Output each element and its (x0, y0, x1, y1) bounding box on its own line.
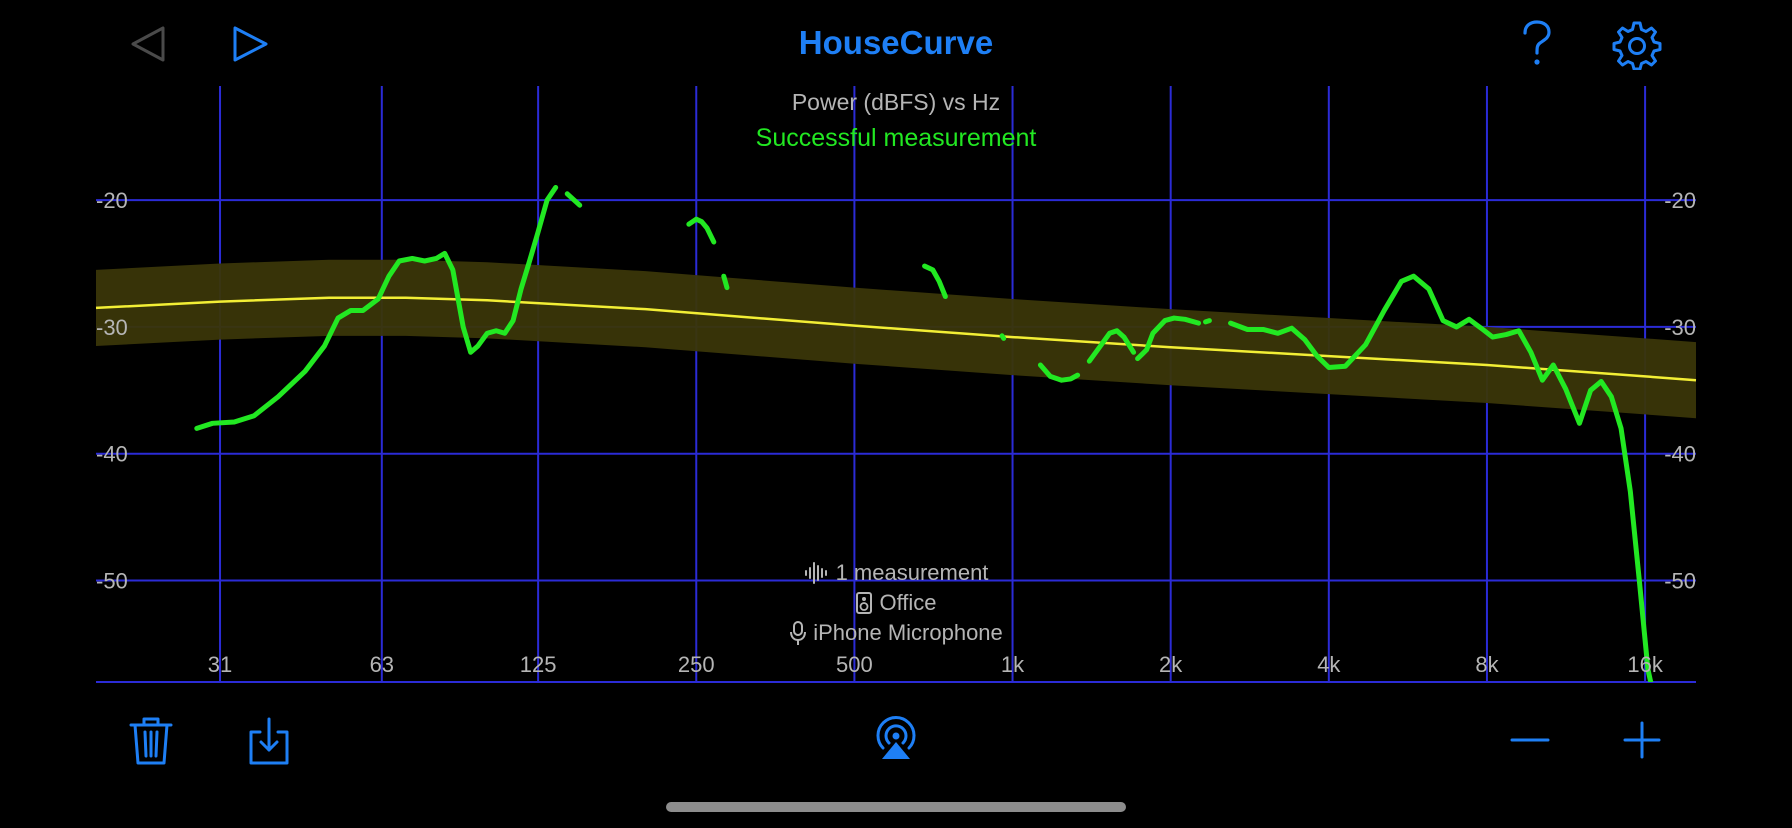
y-tick-label-right: -30 (1664, 315, 1696, 340)
x-tick-label: 125 (520, 652, 557, 677)
measurement-status: Successful measurement (756, 124, 1037, 152)
back-icon[interactable] (128, 24, 168, 64)
measured-response-segment (1135, 315, 1202, 362)
x-tick-label: 16k (1627, 652, 1663, 677)
measurement-count: 1 measurement (0, 558, 1792, 588)
measurement-info: 1 measurement Office iPhone Microphone (0, 558, 1792, 648)
speaker-icon (856, 592, 873, 614)
measured-response-segment (1037, 362, 1081, 383)
measured-response-segment (922, 263, 948, 300)
airplay-icon[interactable] (874, 716, 918, 762)
bottom-toolbar (0, 700, 1792, 790)
measured-response-segment (1228, 273, 1654, 682)
measured-response-segment (564, 191, 583, 208)
x-tick-label: 500 (836, 652, 873, 677)
top-toolbar: HouseCurve (0, 0, 1792, 90)
x-tick-label: 2k (1159, 652, 1183, 677)
y-tick-label-right: -40 (1664, 442, 1696, 467)
x-tick-label: 31 (208, 652, 232, 677)
y-tick-label-left: -30 (96, 315, 128, 340)
room-name: Office (0, 588, 1792, 618)
microphone-label: iPhone Microphone (813, 620, 1003, 645)
target-tolerance-band (96, 259, 1696, 419)
trash-icon[interactable] (128, 716, 174, 766)
x-tick-label: 63 (370, 652, 394, 677)
x-tick-label: 1k (1001, 652, 1025, 677)
export-icon[interactable] (246, 716, 292, 766)
measured-response-segment (1086, 328, 1137, 364)
target-curve-line (95, 296, 1697, 382)
measured-response-segment (1203, 318, 1212, 325)
room-label: Office (879, 590, 937, 615)
measurement-count-label: 1 measurement (835, 560, 989, 585)
measured-response-segment (686, 216, 717, 245)
help-icon[interactable] (1520, 20, 1554, 68)
y-tick-label-left: -20 (96, 188, 128, 213)
microphone-name: iPhone Microphone (0, 618, 1792, 648)
zoom-out-icon[interactable] (1510, 730, 1550, 750)
zoom-in-icon[interactable] (1622, 720, 1662, 760)
frequency-response-chart: 31 63 125 250 500 1k 2k 4k 8k 16k -20 -20 -30 -30 -40 -… (95, 86, 1697, 683)
y-tick-label-right: -20 (1664, 188, 1696, 213)
x-tick-label: 8k (1475, 652, 1499, 677)
measured-response-segment (999, 333, 1007, 341)
x-tick-label: 250 (678, 652, 715, 677)
home-indicator[interactable] (666, 802, 1126, 812)
waveform-icon (804, 562, 827, 584)
settings-icon[interactable] (1612, 20, 1662, 70)
chart-title: Power (dBFS) vs Hz (792, 89, 1000, 115)
y-tick-label-right: -50 (1664, 569, 1696, 594)
app-title: HouseCurve (798, 24, 994, 61)
measured-response-segment (721, 273, 730, 291)
y-tick-label-left: -50 (96, 569, 128, 594)
microphone-icon (790, 621, 807, 645)
y-tick-label-left: -40 (96, 442, 128, 467)
x-tick-label: 4k (1317, 652, 1341, 677)
measured-response-segment (194, 184, 559, 431)
play-icon[interactable] (230, 24, 270, 64)
